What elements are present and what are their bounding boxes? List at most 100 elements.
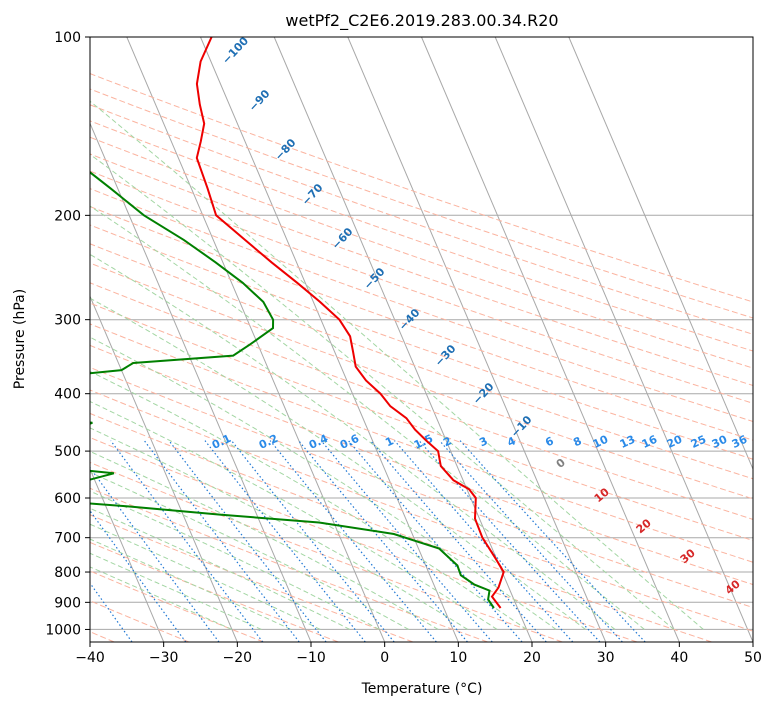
moist-adiabat-label: −30 (432, 342, 458, 369)
mixing-ratio-line (90, 466, 220, 642)
moist-adiabat-line (90, 100, 704, 630)
moist-adiabat-line (90, 538, 292, 630)
x-tick-label: 50 (744, 650, 762, 666)
dry-adiabat-label: 30 (678, 546, 698, 566)
dry-adiabat-line (90, 262, 753, 500)
x-tick-label: 0 (380, 650, 389, 666)
mixing-ratio-label: 6 (543, 434, 556, 449)
dry-adiabat-line (90, 323, 753, 563)
mixing-ratio-line (439, 440, 623, 642)
mixing-ratio-label: 16 (640, 433, 660, 451)
moist-adiabat-line (90, 450, 439, 630)
y-tick-label: 500 (54, 444, 81, 460)
dry-adiabat-line (90, 73, 753, 303)
dry-adiabat-line (90, 412, 712, 642)
isotherm-line (90, 467, 165, 642)
moist-adiabat-label: −50 (361, 265, 387, 292)
dry-adiabat-line (90, 344, 753, 586)
moist-adiabat-label: −100 (220, 34, 252, 67)
x-tick-label: 30 (597, 650, 615, 666)
mixing-ratio-label: 30 (710, 433, 730, 451)
y-tick-label: 900 (54, 595, 81, 611)
dewpoint-profile-line (90, 171, 495, 609)
dry-adiabat-line (90, 120, 753, 352)
isotherm-line (200, 37, 459, 642)
dry-adiabat-line (90, 206, 753, 441)
x-tick-label: −30 (149, 650, 179, 666)
y-tick-label: 700 (54, 531, 81, 547)
dry-adiabat-line (90, 243, 753, 480)
dry-adiabat-line (90, 389, 753, 632)
mixing-ratio-label: 0.6 (338, 432, 361, 452)
moist-adiabat-line (90, 566, 233, 630)
moist-adiabat-line (90, 205, 645, 630)
chart-title: wetPf2_C2E6.2019.283.00.34.R20 (285, 11, 558, 31)
dry-adiabat-line (90, 302, 753, 542)
mixing-ratio-line (168, 440, 327, 642)
y-tick-label: 600 (54, 491, 81, 507)
y-tick-label: 800 (54, 565, 81, 581)
mixing-ratio-label: 25 (689, 433, 708, 451)
x-tick-label: 40 (670, 650, 688, 666)
mixing-ratio-label: 8 (571, 434, 583, 449)
mixing-ratio-line (231, 440, 395, 642)
mixing-ratio-line (347, 440, 523, 642)
temperature-profile-line (195, 37, 505, 609)
dry-adiabat-line (90, 136, 753, 369)
dry-adiabat-line (90, 170, 753, 404)
y-axis-label: Pressure (hPa) (12, 289, 28, 389)
isotherm-line (273, 37, 533, 642)
moist-adiabat-label: −70 (299, 181, 325, 208)
dry-adiabat-line (90, 366, 753, 609)
mixing-ratio-label: 10 (591, 433, 611, 451)
mixing-ratio-line (90, 582, 133, 642)
y-tick-label: 400 (54, 387, 81, 403)
y-tick-label: 100 (54, 30, 81, 46)
dry-adiabat-line (90, 224, 753, 460)
mixing-ratio-line (90, 509, 187, 642)
moist-adiabat-line (90, 253, 616, 630)
dry-adiabat-line (90, 570, 264, 642)
dry-adiabat-line (90, 541, 339, 642)
moist-adiabat-line (90, 490, 380, 630)
dry-adiabat-line (90, 104, 753, 335)
isotherm-line (90, 122, 312, 642)
y-tick-label: 300 (54, 313, 81, 329)
dry-adiabat-line (90, 437, 638, 642)
sounding-profiles (90, 37, 505, 609)
dry-adiabat-line (90, 88, 753, 319)
dry-adiabat-line (90, 461, 563, 642)
isotherm-line (494, 37, 753, 642)
mixing-ratio-label: 13 (618, 433, 637, 451)
x-tick-label: 10 (449, 650, 467, 666)
dry-adiabat-line (90, 188, 753, 423)
x-tick-label: −20 (223, 650, 253, 666)
mixing-ratio-label: 1 (383, 434, 395, 449)
mixing-ratio-label: 2 (441, 434, 453, 449)
moist-adiabat-line (90, 336, 557, 630)
x-tick-label: 20 (523, 650, 541, 666)
x-tick-label: −10 (296, 650, 326, 666)
x-axis-label: Temperature (°C) (361, 681, 483, 697)
dry-adiabat-label: 40 (723, 577, 743, 597)
moist-adiabat-line (90, 507, 351, 630)
y-tick-label: 200 (54, 208, 81, 224)
dry-adiabat-line (90, 153, 753, 387)
x-tick-label: −40 (75, 650, 105, 666)
axes: −40 −30 −20 −10 0 10 20 30 40 5010020030040050060… (45, 30, 762, 666)
isotherm-line (568, 37, 753, 471)
moist-adiabat-line (90, 297, 586, 630)
mixing-ratio-label: 20 (665, 433, 685, 451)
background-lines (90, 37, 753, 642)
mixing-ratio-line (418, 440, 601, 642)
plot-frame (89, 36, 754, 643)
moist-adiabat-label: −90 (246, 87, 272, 114)
mixing-ratio-label: 36 (730, 433, 750, 451)
isotherm-line (421, 37, 680, 642)
dry-adiabat-line (90, 487, 488, 642)
y-tick-label: 1000 (45, 622, 81, 638)
moist-adiabat-line (90, 427, 468, 630)
isotherm-line (90, 295, 238, 642)
isotherm-line (347, 37, 607, 642)
